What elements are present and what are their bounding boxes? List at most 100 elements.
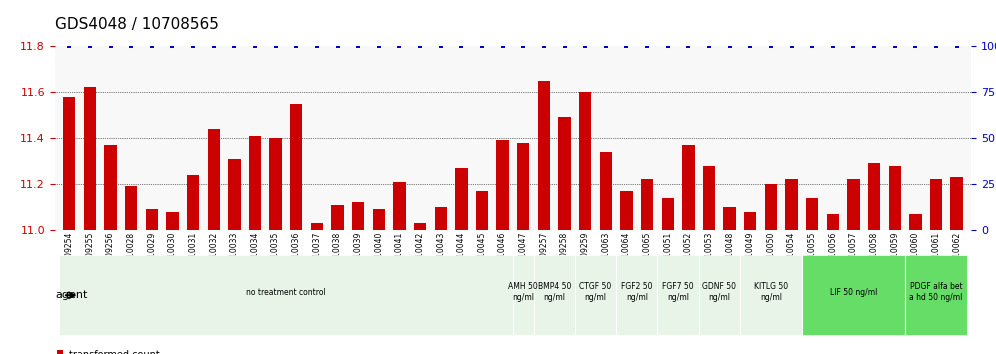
- Point: [639, 43, 655, 49]
- Bar: [166, 212, 178, 230]
- Bar: [786, 179, 798, 230]
- Text: BMP4 50
ng/ml: BMP4 50 ng/ml: [538, 282, 571, 302]
- Bar: [703, 166, 715, 230]
- Bar: [124, 186, 137, 230]
- Bar: [579, 92, 592, 230]
- Bar: [332, 205, 344, 230]
- Bar: [640, 179, 653, 230]
- Text: LIF 50 ng/ml: LIF 50 ng/ml: [830, 287, 877, 297]
- Point: [619, 43, 634, 49]
- Bar: [228, 159, 240, 230]
- Point: [330, 43, 346, 49]
- Bar: [434, 207, 447, 230]
- FancyBboxPatch shape: [698, 255, 740, 335]
- FancyBboxPatch shape: [513, 255, 534, 335]
- Point: [371, 43, 386, 49]
- Bar: [538, 80, 550, 230]
- Text: agent: agent: [56, 290, 89, 300]
- Bar: [888, 166, 901, 230]
- Bar: [145, 209, 158, 230]
- Point: [948, 43, 964, 49]
- Text: AMH 50
ng/ml: AMH 50 ng/ml: [508, 282, 538, 302]
- Bar: [827, 214, 839, 230]
- Point: [886, 43, 902, 49]
- Bar: [414, 223, 426, 230]
- Point: [164, 43, 180, 49]
- Text: FGF7 50
ng/ml: FGF7 50 ng/ml: [662, 282, 694, 302]
- Text: CTGF 50
ng/ml: CTGF 50 ng/ml: [580, 282, 612, 302]
- Point: [206, 43, 222, 49]
- Text: GDNF 50
ng/ml: GDNF 50 ng/ml: [702, 282, 736, 302]
- Bar: [661, 198, 674, 230]
- Bar: [559, 117, 571, 230]
- Bar: [848, 179, 860, 230]
- Bar: [765, 184, 777, 230]
- Point: [82, 43, 98, 49]
- Point: [867, 43, 882, 49]
- Point: [680, 43, 696, 49]
- Bar: [352, 202, 365, 230]
- Bar: [105, 145, 117, 230]
- Point: [495, 43, 511, 49]
- Point: [536, 43, 552, 49]
- Point: [453, 43, 469, 49]
- Point: [515, 43, 531, 49]
- Point: [288, 43, 304, 49]
- Point: [124, 43, 139, 49]
- Point: [659, 43, 675, 49]
- Bar: [63, 97, 76, 230]
- Bar: [311, 223, 323, 230]
- FancyBboxPatch shape: [534, 255, 575, 335]
- Point: [268, 43, 284, 49]
- Bar: [950, 177, 963, 230]
- Point: [701, 43, 717, 49]
- Text: transformed count: transformed count: [70, 350, 160, 354]
- Bar: [57, 350, 63, 354]
- Bar: [723, 207, 736, 230]
- Point: [722, 43, 738, 49]
- Bar: [517, 143, 530, 230]
- Point: [351, 43, 367, 49]
- Point: [62, 43, 78, 49]
- Point: [846, 43, 862, 49]
- Text: no treatment control: no treatment control: [246, 287, 326, 297]
- Bar: [476, 191, 488, 230]
- Point: [432, 43, 448, 49]
- Text: GDS4048 / 10708565: GDS4048 / 10708565: [55, 17, 219, 32]
- Bar: [744, 212, 757, 230]
- Bar: [84, 87, 96, 230]
- Bar: [682, 145, 694, 230]
- FancyBboxPatch shape: [740, 255, 802, 335]
- Point: [226, 43, 242, 49]
- FancyBboxPatch shape: [657, 255, 698, 335]
- FancyBboxPatch shape: [575, 255, 617, 335]
- Point: [309, 43, 325, 49]
- Point: [247, 43, 263, 49]
- Text: KITLG 50
ng/ml: KITLG 50 ng/ml: [754, 282, 788, 302]
- Point: [763, 43, 779, 49]
- Point: [578, 43, 594, 49]
- Bar: [909, 214, 921, 230]
- Bar: [455, 168, 467, 230]
- Bar: [393, 182, 405, 230]
- Bar: [806, 198, 819, 230]
- Bar: [600, 152, 612, 230]
- Text: PDGF alfa bet
a hd 50 ng/ml: PDGF alfa bet a hd 50 ng/ml: [909, 282, 963, 302]
- Point: [804, 43, 820, 49]
- Bar: [187, 175, 199, 230]
- Point: [143, 43, 159, 49]
- Point: [185, 43, 201, 49]
- Text: FGF2 50
ng/ml: FGF2 50 ng/ml: [622, 282, 652, 302]
- Bar: [496, 140, 509, 230]
- Point: [825, 43, 841, 49]
- Bar: [290, 103, 303, 230]
- Bar: [249, 136, 261, 230]
- Point: [557, 43, 573, 49]
- Bar: [207, 129, 220, 230]
- Point: [103, 43, 119, 49]
- Bar: [868, 163, 880, 230]
- Bar: [621, 191, 632, 230]
- Point: [391, 43, 407, 49]
- FancyBboxPatch shape: [802, 255, 905, 335]
- Point: [928, 43, 944, 49]
